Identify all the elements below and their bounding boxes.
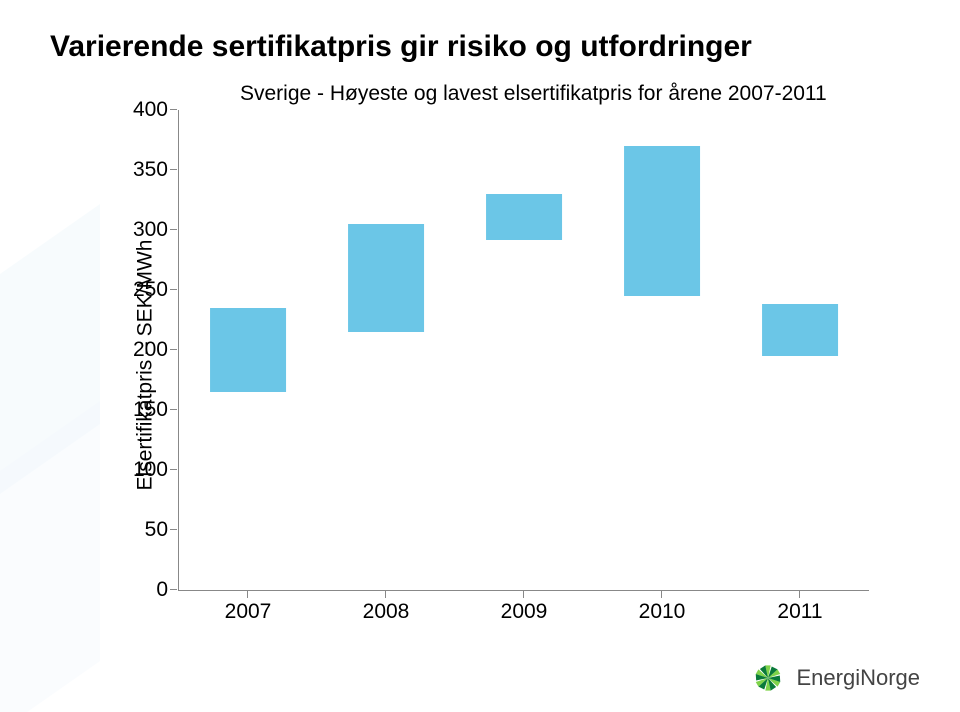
x-tick-label: 2009 — [501, 600, 548, 624]
x-tick-mark — [247, 590, 249, 598]
y-tick-mark — [170, 349, 177, 351]
range-bar — [624, 146, 700, 296]
y-tick-mark — [170, 169, 177, 171]
y-tick-label: 250 — [133, 278, 168, 302]
energinorge-icon — [750, 660, 786, 696]
y-tick-label: 100 — [133, 458, 168, 482]
range-bar — [210, 308, 286, 392]
range-bar — [348, 224, 424, 332]
page-title: Varierende sertifikatpris gir risiko og … — [50, 30, 752, 64]
y-tick-mark — [170, 529, 177, 531]
x-tick-label: 2010 — [639, 600, 686, 624]
x-tick-label: 2007 — [225, 600, 272, 624]
x-tick-mark — [661, 590, 663, 598]
y-tick-mark — [170, 289, 177, 291]
y-tick-label: 300 — [133, 218, 168, 242]
plot-area: 20072008200920102011 — [178, 110, 869, 591]
y-tick-mark — [170, 469, 177, 471]
chart: Elsertifikatpris – SEK/MWh 2007200820092… — [120, 110, 880, 620]
chart-subtitle: Sverige - Høyeste og lavest elsertifikat… — [240, 82, 827, 106]
x-tick-label: 2011 — [777, 600, 822, 624]
y-tick-mark — [170, 229, 177, 231]
brand-logo: EnergiNorge — [750, 660, 920, 696]
range-bar — [762, 304, 838, 356]
y-tick-label: 150 — [133, 398, 168, 422]
y-tick-label: 200 — [133, 338, 168, 362]
y-tick-mark — [170, 589, 177, 591]
x-tick-mark — [385, 590, 387, 598]
y-tick-label: 350 — [133, 158, 168, 182]
y-tick-mark — [170, 409, 177, 411]
range-bar — [486, 194, 562, 240]
y-tick-label: 0 — [156, 578, 168, 602]
brand-name: EnergiNorge — [796, 665, 920, 691]
y-tick-label: 400 — [133, 98, 168, 122]
y-tick-label: 50 — [145, 518, 168, 542]
x-tick-mark — [799, 590, 801, 598]
y-tick-mark — [170, 109, 177, 111]
x-tick-mark — [523, 590, 525, 598]
x-tick-label: 2008 — [363, 600, 410, 624]
